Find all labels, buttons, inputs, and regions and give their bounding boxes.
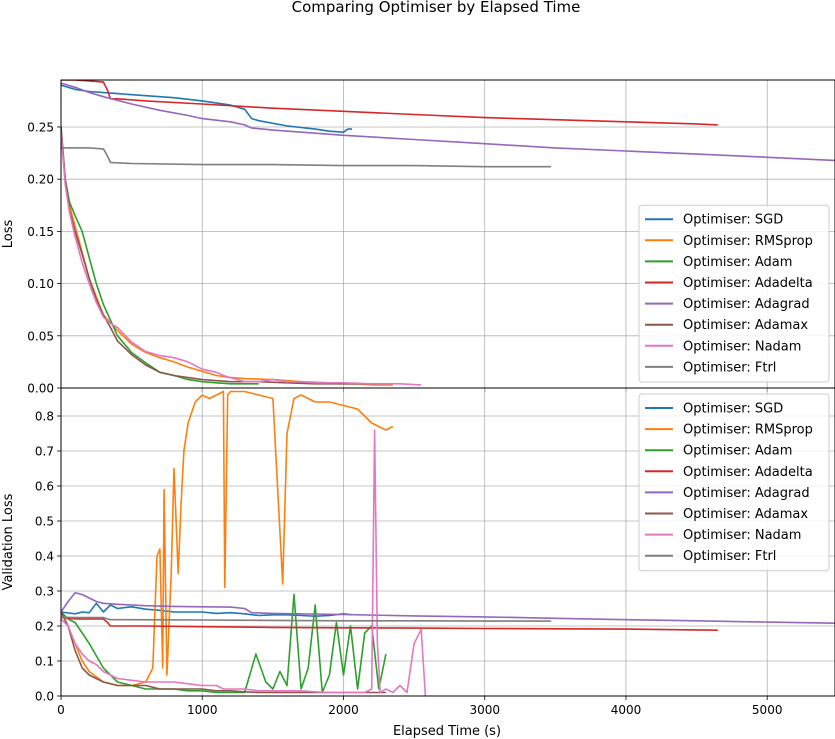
x-tick-label: 2000 <box>328 703 359 717</box>
series-line-adam <box>61 593 387 694</box>
legend-label: Optimiser: RMSprop <box>683 234 813 249</box>
legend-label: Optimiser: Ftrl <box>683 549 776 564</box>
series-line-adadelta <box>61 616 718 631</box>
legend-label: Optimiser: Adadelta <box>683 465 813 480</box>
series-line-adamax <box>61 126 386 385</box>
legend-label: Optimiser: Adamax <box>683 318 808 333</box>
y-tick-label: 0.4 <box>35 550 54 564</box>
legend-label: Optimiser: SGD <box>683 213 783 228</box>
y-tick-label: 0.2 <box>35 620 54 634</box>
y-tick-label: 0.15 <box>27 225 54 239</box>
series-line-nadam <box>61 132 422 386</box>
panel-1: 0.00 0.05 0.10 0.15 0.20 0.25 Loss Optimiser: S… <box>1 79 835 396</box>
legend-label: Optimiser: RMSprop <box>683 423 813 438</box>
y-tick-label: 0.1 <box>35 655 54 669</box>
series-group <box>61 390 835 696</box>
legend-label: Optimiser: Adam <box>683 255 792 270</box>
series-line-adadelta <box>61 80 718 126</box>
y-tick-label: 0.00 <box>27 382 54 396</box>
series-line-sgd <box>61 602 353 618</box>
legend-label: Optimiser: Adagrad <box>683 486 810 501</box>
legend-label: Optimiser: Nadam <box>683 339 801 354</box>
legend-label: Optimiser: Adagrad <box>683 297 810 312</box>
series-line-sgd <box>61 84 352 133</box>
series-line-adagrad <box>61 591 835 624</box>
legend-label: Optimiser: Adam <box>683 444 792 459</box>
series-line-ftrl <box>61 147 552 168</box>
y-axis-label: Loss <box>1 220 16 249</box>
x-axis-label: Elapsed Time (s) <box>393 724 501 739</box>
series-group <box>61 80 835 386</box>
y-tick-label: 0.10 <box>27 277 54 291</box>
series-line-adam <box>61 126 259 385</box>
legend-label: Optimiser: Ftrl <box>683 360 776 375</box>
x-tick-label: 3000 <box>469 703 500 717</box>
y-tick-label: 0.5 <box>35 515 54 529</box>
series-line-adagrad <box>61 82 835 162</box>
x-tick-label: 5000 <box>752 703 783 717</box>
y-tick-label: 0.3 <box>35 585 54 599</box>
y-tick-label: 0.0 <box>35 690 54 704</box>
legend-label: Optimiser: Nadam <box>683 528 801 543</box>
legend-box <box>638 204 830 383</box>
legend: Optimiser: SGD Optimiser: RMSprop Optimise… <box>638 393 830 572</box>
x-tick-label: 1000 <box>187 703 218 717</box>
legend-label: Optimiser: SGD <box>683 402 783 417</box>
y-tick-label: 0.20 <box>27 173 54 187</box>
x-tick-label: 4000 <box>611 703 642 717</box>
y-axis-label: Validation Loss <box>1 493 16 590</box>
legend: Optimiser: SGD Optimiser: RMSprop Optimise… <box>638 204 830 383</box>
y-tick-label: 0.6 <box>35 480 54 494</box>
y-tick-label: 0.8 <box>35 410 54 424</box>
y-tick-label: 0.7 <box>35 445 54 459</box>
x-tick-label: 0 <box>57 703 65 717</box>
legend-box <box>638 393 830 572</box>
y-tick-label: 0.25 <box>27 120 54 134</box>
legend-label: Optimiser: Adadelta <box>683 276 813 291</box>
axes-frame <box>60 387 835 697</box>
legend-label: Optimiser: Adamax <box>683 507 808 522</box>
series-line-nadam <box>61 429 427 696</box>
chart-title: Comparing Optimiser by Elapsed Time <box>292 0 581 16</box>
series-line-ftrl <box>61 616 552 622</box>
panel-2: 0.0 0.1 0.2 0.3 0.4 0.5 0.6 0.7 0.8 0 1000 2000 3000… <box>1 387 835 717</box>
series-line-adamax <box>61 611 386 694</box>
y-tick-label: 0.05 <box>27 329 54 343</box>
